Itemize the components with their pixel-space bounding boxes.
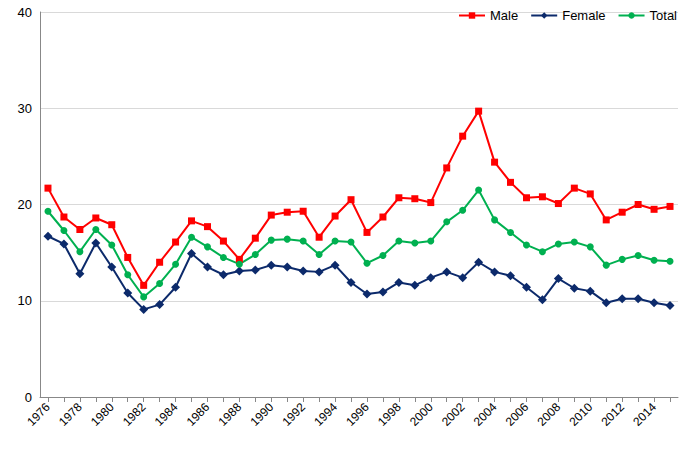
svg-text:2004: 2004 [471, 400, 500, 429]
svg-text:2010: 2010 [566, 400, 595, 429]
svg-text:2012: 2012 [598, 400, 627, 429]
svg-text:20: 20 [18, 197, 32, 212]
svg-text:Male: Male [490, 8, 518, 23]
svg-text:1994: 1994 [311, 400, 340, 429]
svg-text:30: 30 [18, 101, 32, 116]
svg-text:1982: 1982 [120, 400, 149, 429]
svg-text:1980: 1980 [88, 400, 117, 429]
svg-text:2006: 2006 [503, 400, 532, 429]
svg-text:40: 40 [18, 5, 32, 20]
svg-text:1986: 1986 [184, 400, 213, 429]
svg-text:1996: 1996 [343, 400, 372, 429]
svg-text:1998: 1998 [375, 400, 404, 429]
svg-text:2000: 2000 [407, 400, 436, 429]
svg-text:0: 0 [25, 390, 32, 405]
svg-text:2014: 2014 [630, 400, 659, 429]
svg-text:1988: 1988 [216, 400, 245, 429]
svg-text:1976: 1976 [24, 400, 53, 429]
svg-text:1984: 1984 [152, 400, 181, 429]
svg-text:1992: 1992 [279, 400, 308, 429]
svg-text:Total: Total [650, 8, 678, 23]
svg-text:2008: 2008 [535, 400, 564, 429]
svg-text:1978: 1978 [56, 400, 85, 429]
svg-text:1990: 1990 [247, 400, 276, 429]
svg-text:10: 10 [18, 293, 32, 308]
svg-text:2002: 2002 [439, 400, 468, 429]
svg-text:Female: Female [562, 8, 605, 23]
